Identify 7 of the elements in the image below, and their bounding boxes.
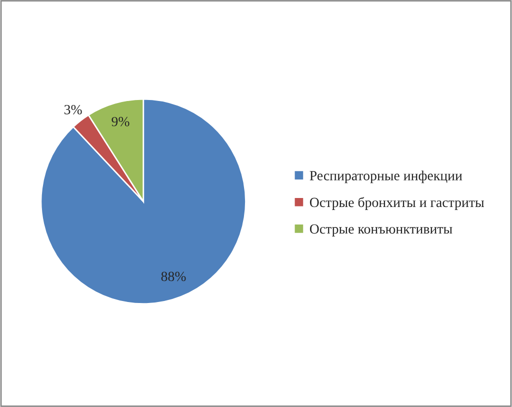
legend-label: Острые конъюнктивиты xyxy=(310,224,452,237)
data-label: 9% xyxy=(112,116,130,126)
pie-slice xyxy=(40,98,246,305)
legend-label: Респираторные инфекции xyxy=(310,170,462,184)
legend-label: Острые бронхиты и гастриты xyxy=(310,197,484,210)
data-label: 88% xyxy=(161,272,186,282)
data-label: 3% xyxy=(64,104,82,114)
